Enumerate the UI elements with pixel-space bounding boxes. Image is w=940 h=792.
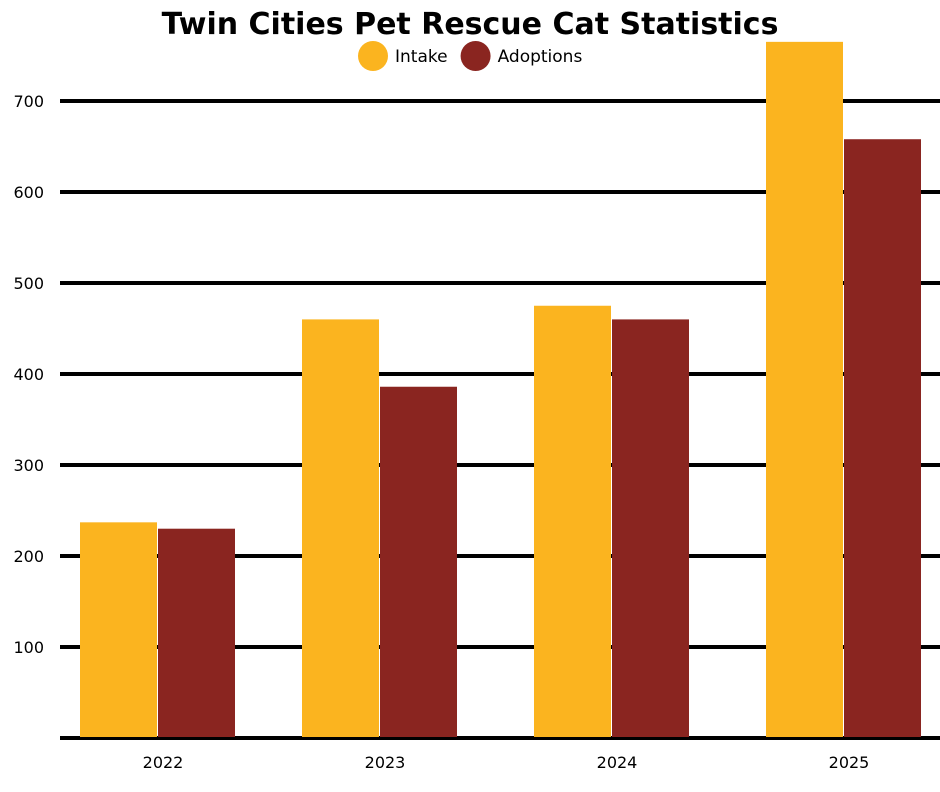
x-axis-labels: 2022 2023 2024 2025 [143, 753, 870, 772]
bar-intake-2022 [80, 522, 157, 737]
legend-swatch-intake [358, 41, 388, 71]
bar-adoptions-2022 [158, 528, 235, 737]
x-tick-label: 2025 [829, 753, 870, 772]
legend-label-adoptions: Adoptions [498, 47, 583, 67]
legend-label-intake: Intake [395, 47, 448, 67]
bar-intake-2025 [766, 41, 843, 738]
y-tick-label: 700 [13, 92, 44, 111]
x-tick-label: 2024 [597, 753, 638, 772]
bar-intake-2024 [534, 305, 611, 737]
bar-adoptions-2025 [844, 139, 921, 738]
legend-swatch-adoptions [460, 41, 491, 71]
y-tick-label: 400 [13, 365, 44, 384]
bar-adoptions-2024 [612, 319, 689, 737]
y-tick-label: 600 [13, 183, 44, 202]
chart-title: Twin Cities Pet Rescue Cat Statistics [162, 7, 779, 42]
x-tick-label: 2022 [143, 753, 184, 772]
y-tick-label: 500 [13, 274, 44, 293]
bar-intake-2023 [302, 319, 379, 737]
bars [80, 41, 921, 738]
bar-adoptions-2023 [380, 386, 457, 737]
legend: Intake Adoptions [358, 41, 582, 71]
y-tick-label: 300 [13, 456, 44, 475]
y-tick-label: 100 [13, 638, 44, 657]
y-tick-label: 200 [13, 547, 44, 566]
x-tick-label: 2023 [365, 753, 406, 772]
